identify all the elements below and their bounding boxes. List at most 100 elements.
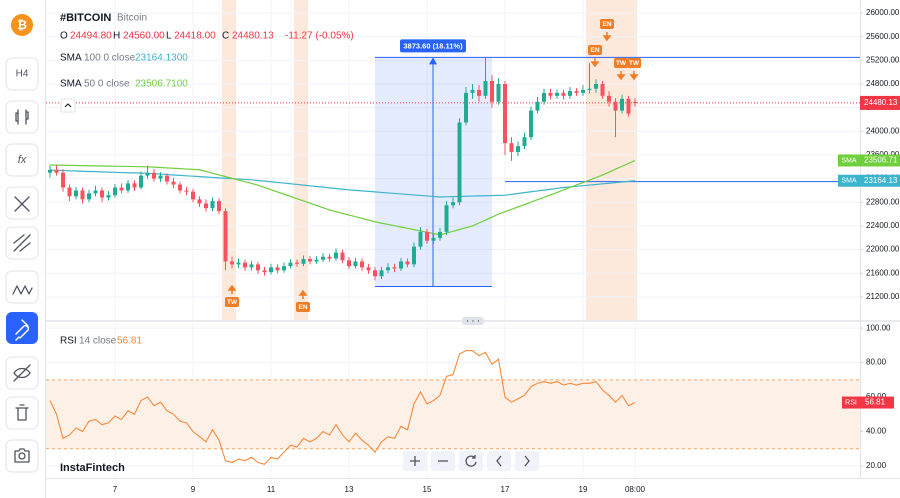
symbol-logo[interactable] <box>11 14 33 36</box>
candle-body <box>48 169 52 173</box>
indicator-name: SMA <box>60 53 82 64</box>
y-tick-label: 22800.00 <box>866 197 900 206</box>
sma-tag-name-bg <box>838 154 860 167</box>
ohlc-key: O <box>60 31 68 42</box>
candle-body <box>113 187 117 196</box>
candle-body <box>516 146 520 153</box>
ohlc-key: L <box>166 31 172 42</box>
event-label: TW <box>616 60 627 67</box>
candle-body <box>243 262 247 268</box>
event-badge <box>627 58 641 68</box>
candle-body <box>594 83 598 89</box>
event-label: EN <box>590 47 599 54</box>
right-icon <box>524 455 530 467</box>
scroll-left-button[interactable] <box>487 451 511 471</box>
price-tag: 24480.13 <box>864 98 898 107</box>
ohlc-value: 24480.13 <box>232 31 274 42</box>
screenshot-button[interactable] <box>5 439 39 473</box>
candle-body <box>613 101 618 111</box>
candle-body <box>308 259 312 262</box>
candle-body <box>340 252 345 261</box>
watermark: InstaFintech <box>60 462 125 474</box>
candle-body <box>464 92 468 123</box>
measure-label-bg <box>400 39 466 53</box>
candle-body <box>431 237 436 241</box>
candle-body <box>152 172 156 179</box>
candle-body <box>620 98 624 111</box>
drawing-button[interactable] <box>5 186 39 220</box>
candle-body <box>529 110 533 138</box>
interval-label: H4 <box>16 69 29 80</box>
event-badge <box>296 302 310 312</box>
candle-body <box>522 137 527 147</box>
reset-button[interactable] <box>459 451 483 471</box>
indicators-button[interactable] <box>5 143 39 177</box>
candle-body <box>327 256 332 259</box>
event-zone <box>222 0 236 320</box>
logo-glyph: ₿ <box>17 18 27 32</box>
sma-tag-name-bg <box>838 174 860 187</box>
x-tick-label: 11 <box>267 485 276 494</box>
event-label: EN <box>602 21 611 28</box>
indicator-value: 23506.7100 <box>135 79 188 90</box>
candle-body <box>334 252 338 259</box>
candle-body <box>418 231 423 247</box>
y-tick-label: 25200.00 <box>866 55 900 64</box>
candle-body <box>171 181 176 185</box>
symbol-name: Bitcoin <box>117 13 147 24</box>
ohlc-value: 24560.00 <box>123 31 165 42</box>
rsi-params: 14 close <box>79 336 117 347</box>
rsi-band-fill <box>46 379 860 449</box>
event-label: TW <box>629 60 640 67</box>
rsi-tag-name-bg <box>842 396 860 409</box>
candle-body <box>633 102 637 104</box>
sma-tag-bg <box>860 174 900 187</box>
candle-body <box>54 169 59 173</box>
reset-icon <box>465 455 477 467</box>
candle-body <box>581 89 585 93</box>
candle-body <box>106 195 111 198</box>
candles-icon <box>15 109 29 125</box>
y-tick-label: 80.00 <box>866 358 887 367</box>
candle-body <box>386 267 390 271</box>
sma-line <box>49 169 636 198</box>
candle-body <box>191 191 195 200</box>
chart-type-button[interactable] <box>5 100 39 134</box>
sma-tag: 23506.71 <box>864 156 898 165</box>
candle-body <box>535 101 540 111</box>
candle-body <box>210 201 215 209</box>
patterns-button[interactable] <box>5 270 39 304</box>
candle-body <box>574 91 579 93</box>
y-tick-label: 25600.00 <box>866 32 900 41</box>
x-tick-label: 19 <box>579 485 588 494</box>
candle-body <box>412 246 416 265</box>
candle-body <box>269 267 273 273</box>
sma-line <box>49 159 636 236</box>
y-tick-label: 21200.00 <box>866 292 900 301</box>
candle-body <box>126 183 130 191</box>
x-tick-label: 17 <box>501 485 510 494</box>
candle-body <box>139 175 143 188</box>
scroll-right-button[interactable] <box>515 451 539 471</box>
candle-body <box>503 83 507 144</box>
candle-body <box>158 175 163 179</box>
collapse-legend-button[interactable] <box>60 98 76 113</box>
interval-button[interactable] <box>5 57 39 91</box>
candle-body <box>353 261 358 267</box>
candle-body <box>145 172 150 176</box>
patterns-icon <box>12 285 33 295</box>
candle-body <box>451 202 455 206</box>
candle-body <box>509 143 514 153</box>
candle-body <box>197 199 202 204</box>
delete-button[interactable] <box>5 396 39 430</box>
y-tick-label: 100.00 <box>866 323 891 332</box>
candle-body <box>392 267 397 269</box>
symbol: #BITCOIN <box>60 12 111 24</box>
rsi-tag-bg <box>860 396 894 409</box>
legend: #BITCOIN Bitcoin O 24494.80 H 24560.00 L… <box>60 12 354 474</box>
y-tick-label: 20.00 <box>866 461 887 470</box>
measure-arrowhead <box>429 57 437 65</box>
lines-icon <box>13 234 31 252</box>
x-tick-label: 13 <box>345 485 354 494</box>
